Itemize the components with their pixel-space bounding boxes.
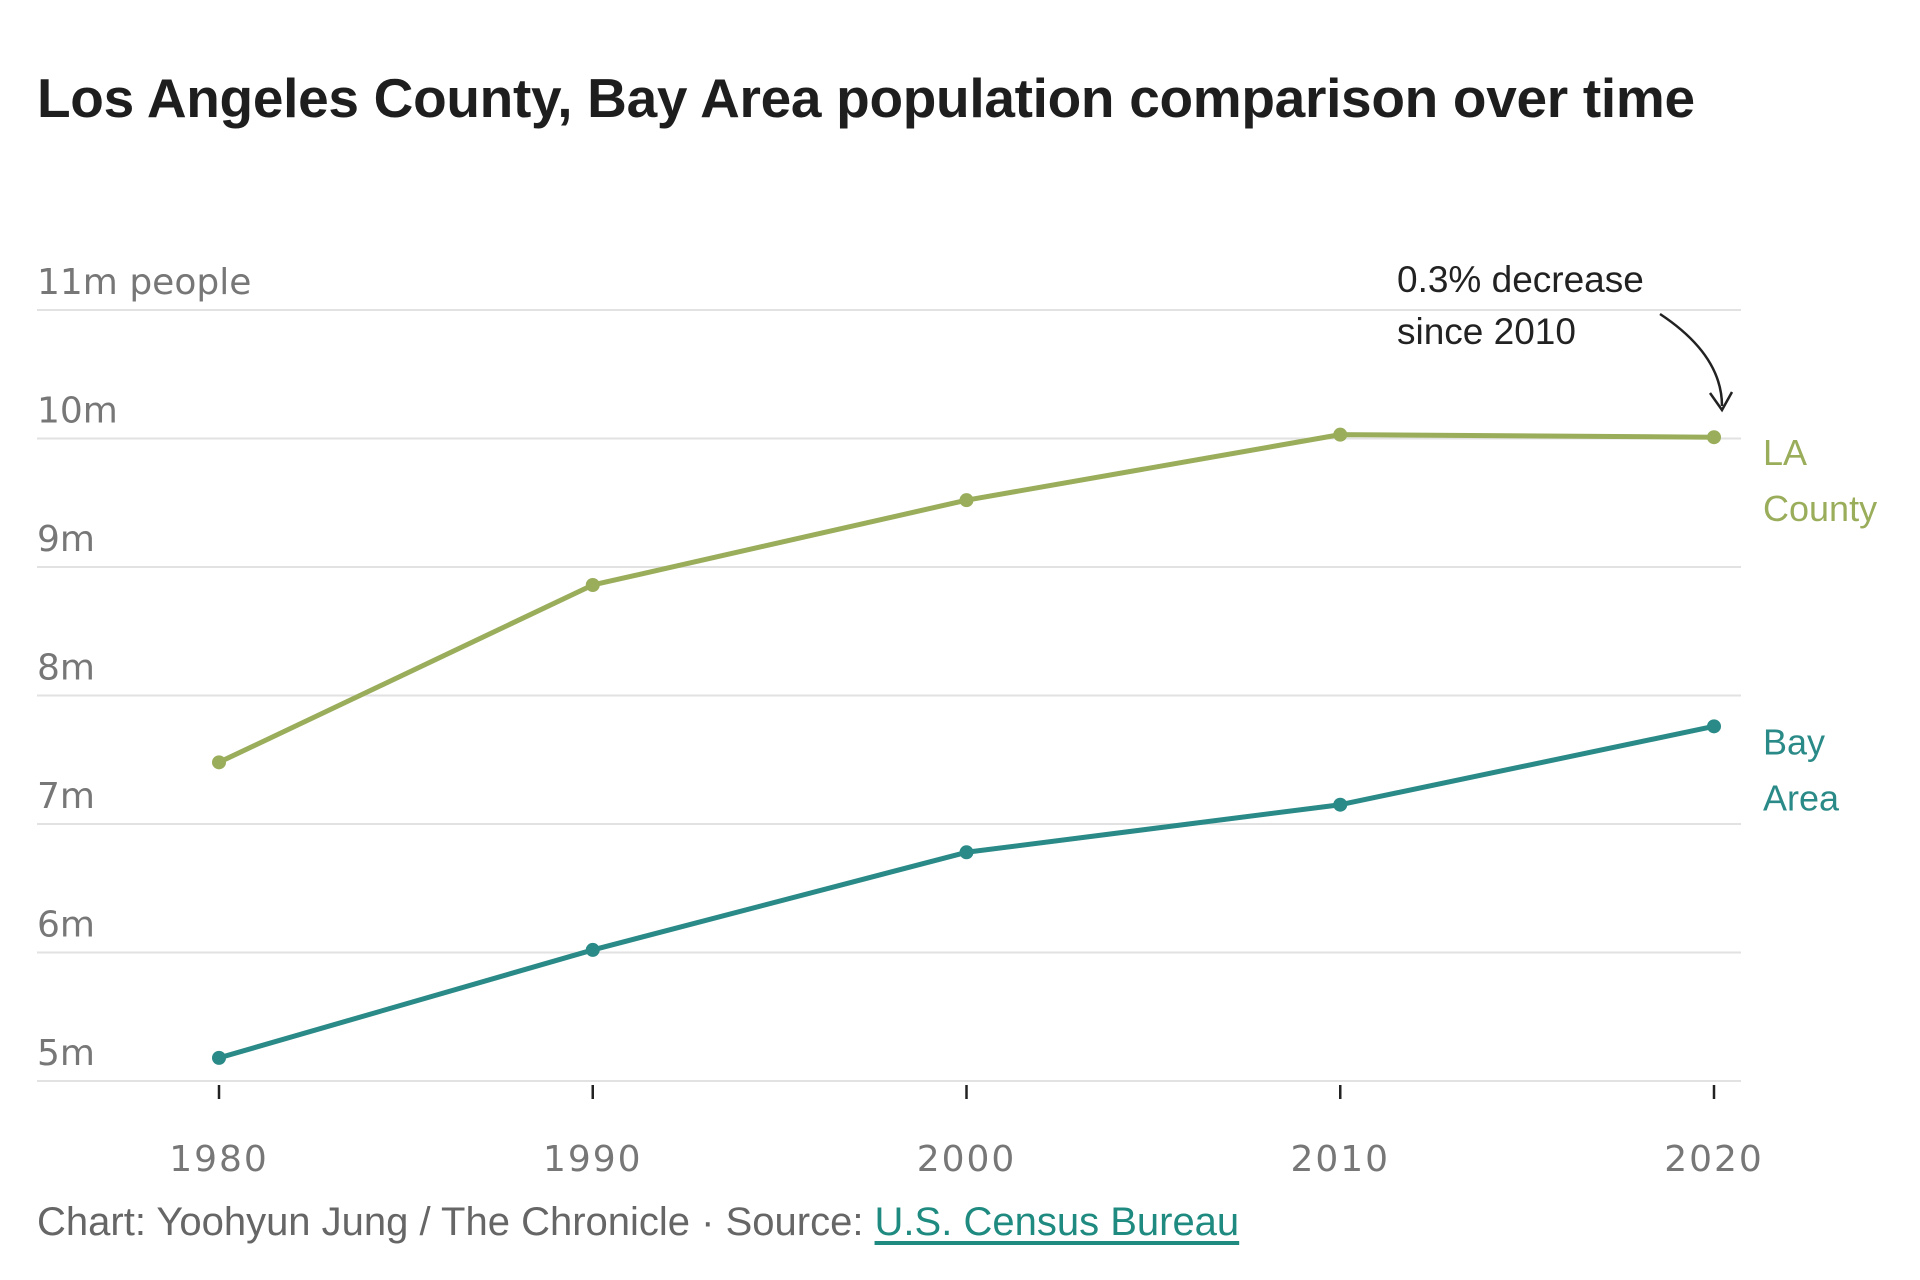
bay-area-point: [585, 942, 600, 957]
la-county-point: [959, 493, 974, 508]
bay-area-label: Bay: [1763, 721, 1825, 762]
la-county-point: [585, 577, 600, 592]
annotation: 0.3% decrease since 2010: [1397, 259, 1734, 413]
y-axis-labels: 5m 6m 7m 8m 9m 10m 11m people: [37, 262, 251, 1074]
x-tick-label: 2020: [1664, 1139, 1764, 1180]
credit-text: Chart: Yoohyun Jung / The Chronicle · So…: [37, 1200, 875, 1244]
la-county-label: LA: [1763, 432, 1807, 473]
footer: Chart: Yoohyun Jung / The Chronicle · So…: [37, 1200, 1239, 1245]
x-tick-label: 2010: [1290, 1139, 1390, 1180]
la-county-label: County: [1763, 488, 1877, 529]
series-lines: [212, 427, 1721, 1065]
la-county-point: [212, 755, 226, 770]
bay-area-point: [1707, 719, 1721, 734]
bay-area-point: [212, 1050, 226, 1065]
x-tick-label: 1990: [543, 1139, 643, 1180]
bay-area-line: [218, 723, 1715, 1061]
y-tick-label: 7m: [37, 776, 95, 817]
x-axis: 1980 1990 2000 2010 2020: [169, 1085, 1764, 1180]
source-link[interactable]: U.S. Census Bureau: [874, 1200, 1240, 1244]
y-tick-label: 11m people: [37, 262, 251, 303]
y-tick-label: 6m: [37, 905, 95, 946]
x-tick-label: 1980: [169, 1139, 269, 1180]
annotation-text: since 2010: [1397, 311, 1576, 352]
annotation-text: 0.3% decrease: [1397, 259, 1644, 300]
arrow-head-icon: [1708, 391, 1734, 413]
annotation-arrow: [1659, 312, 1724, 407]
series-labels: LA County Bay Area: [1763, 432, 1877, 818]
la-county-point: [1333, 427, 1348, 442]
la-county-point: [1707, 430, 1721, 445]
line-chart: 5m 6m 7m 8m 9m 10m 11m people 1980 1990 2000 2010…: [37, 259, 1877, 1180]
y-tick-label: 9m: [37, 519, 95, 560]
gridlines: [37, 309, 1741, 1082]
la-county-line: [217, 432, 1715, 765]
bay-area-point: [1333, 797, 1348, 812]
y-tick-label: 5m: [37, 1033, 95, 1074]
y-tick-label: 10m: [37, 391, 118, 432]
x-tick-label: 2000: [917, 1139, 1017, 1180]
bay-area-label: Area: [1763, 777, 1840, 818]
chart-title: Los Angeles County, Bay Area population …: [37, 67, 1695, 129]
y-tick-label: 8m: [37, 648, 95, 689]
bay-area-point: [959, 845, 974, 860]
